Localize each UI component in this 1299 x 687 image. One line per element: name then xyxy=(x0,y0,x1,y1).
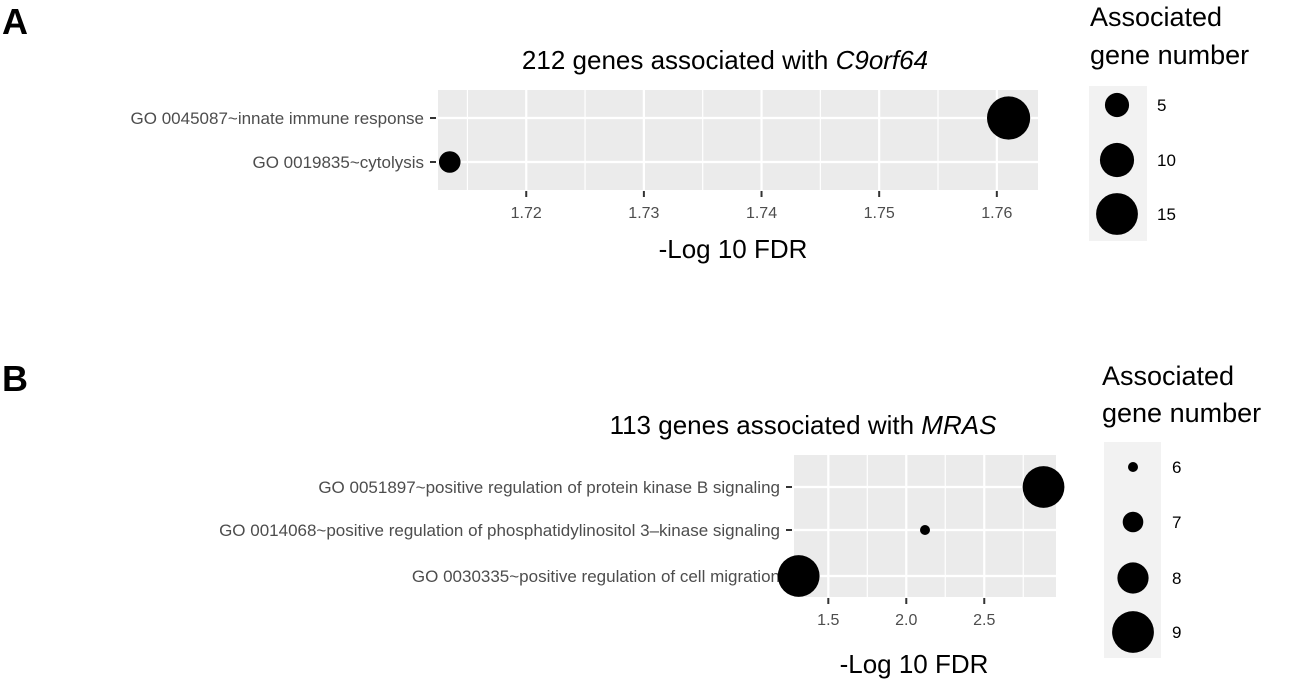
data-point xyxy=(777,555,820,597)
x-tick-label: 1.74 xyxy=(746,205,777,222)
data-point xyxy=(986,96,1031,140)
panel-b-x-axis: 1.5 2.0 2.5 xyxy=(817,598,995,629)
y-tick-label: GO 0045087~innate immune response xyxy=(131,109,424,128)
legend-key-label: 10 xyxy=(1157,151,1176,170)
legend-key-circle xyxy=(1112,611,1154,653)
panel-a: A 212 genes associated with C9orf64 GO 0… xyxy=(2,1,1249,264)
panel-a-x-axis: 1.72 1.73 1.74 1.75 1.76 xyxy=(511,191,1012,222)
panel-b-title-prefix: 113 genes associated with xyxy=(610,410,922,440)
x-tick-label: 1.73 xyxy=(628,205,659,222)
panel-b-title-gene: MRAS xyxy=(921,410,997,440)
panel-a-x-axis-label: -Log 10 FDR xyxy=(659,234,808,264)
legend-key-label: 6 xyxy=(1172,458,1181,477)
legend-key-circle xyxy=(1128,462,1138,472)
panel-a-grid xyxy=(438,90,1038,190)
legend-key-label: 5 xyxy=(1157,96,1166,115)
legend-key-label: 15 xyxy=(1157,205,1176,224)
y-tick-label: GO 0030335~positive regulation of cell m… xyxy=(412,567,780,586)
x-tick-label: 1.75 xyxy=(864,205,895,222)
x-tick-label: 1.76 xyxy=(981,205,1012,222)
y-tick-label: GO 0051897~positive regulation of protei… xyxy=(318,478,780,497)
panel-a-legend-title-line2: gene number xyxy=(1090,40,1249,70)
y-tick-label: GO 0014068~positive regulation of phosph… xyxy=(219,521,780,540)
x-tick-label: 2.5 xyxy=(973,612,995,629)
legend-key-label: 8 xyxy=(1172,569,1181,588)
panel-b-y-axis: GO 0051897~positive regulation of protei… xyxy=(219,478,792,586)
data-point xyxy=(1022,466,1065,508)
legend-key-circle xyxy=(1104,92,1130,118)
legend-key-circle xyxy=(1099,142,1135,178)
legend-key-circle xyxy=(1122,511,1144,533)
panel-a-title-prefix: 212 genes associated with xyxy=(522,45,836,75)
panel-b-legend-title-line2: gene number xyxy=(1102,398,1261,428)
panel-b-legend-title-line1: Associated xyxy=(1102,361,1234,391)
panel-letter-a: A xyxy=(2,1,28,42)
data-point xyxy=(438,151,461,173)
x-tick-label: 1.5 xyxy=(817,612,839,629)
legend-key-circle xyxy=(1117,562,1149,594)
x-tick-label: 2.0 xyxy=(895,612,917,629)
panel-letter-b: B xyxy=(2,358,28,399)
panel-b: B 113 genes associated with MRAS GO 0051… xyxy=(2,358,1261,679)
panel-b-x-axis-label: -Log 10 FDR xyxy=(840,649,989,679)
panel-a-title-gene: C9orf64 xyxy=(836,45,929,75)
panel-b-title: 113 genes associated with MRAS xyxy=(610,410,998,440)
panel-a-legend: 5 10 15 xyxy=(1096,92,1176,235)
x-tick-label: 1.72 xyxy=(511,205,542,222)
legend-key-circle xyxy=(1096,193,1138,235)
panel-b-legend: 6 7 8 9 xyxy=(1112,458,1181,653)
panel-a-title: 212 genes associated with C9orf64 xyxy=(522,45,928,75)
legend-key-label: 9 xyxy=(1172,623,1181,642)
legend-key-label: 7 xyxy=(1172,513,1181,532)
panel-a-y-axis: GO 0045087~innate immune response GO 0019… xyxy=(131,109,436,172)
panel-a-legend-title-line1: Associated xyxy=(1090,2,1222,32)
panel-a-points xyxy=(438,96,1031,173)
panel-a-plot-background xyxy=(438,90,1038,190)
panel-b-points xyxy=(777,466,1065,597)
y-tick-label: GO 0019835~cytolysis xyxy=(252,153,424,172)
data-point xyxy=(920,525,930,535)
